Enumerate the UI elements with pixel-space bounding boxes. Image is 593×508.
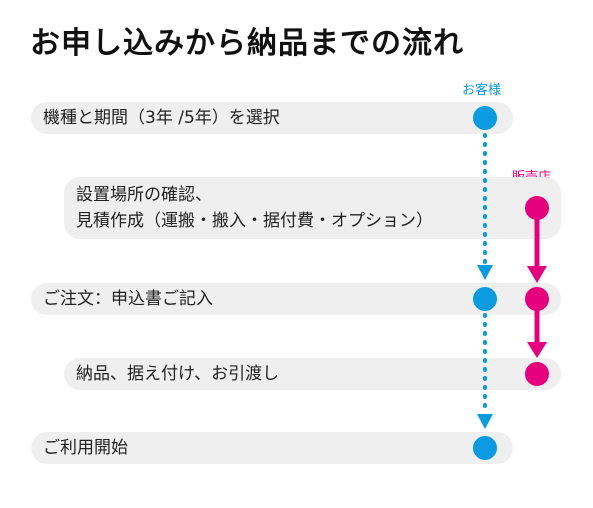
store-node xyxy=(525,196,549,220)
customer-node xyxy=(473,287,497,311)
step-start-use: ご利用開始 xyxy=(31,432,513,464)
store-arrow-down xyxy=(527,342,547,358)
customer-arrow-down xyxy=(477,265,493,280)
step-label: 見積作成（運搬・搬入・据付費・オプション） xyxy=(76,211,433,231)
store-node xyxy=(525,287,549,311)
customer-node xyxy=(473,106,497,130)
page-title: お申し込みから納品までの流れ xyxy=(30,26,464,61)
step-label: 納品、据え付け、お引渡し xyxy=(76,364,280,384)
customer-arrow-down xyxy=(477,414,493,429)
step-label: ご利用開始 xyxy=(43,438,128,458)
step-delivery: 納品、据え付け、お引渡し xyxy=(64,358,561,390)
customer-node xyxy=(473,436,497,460)
legend-customer: お客様 xyxy=(462,83,502,98)
step-site-check-quote: 設置場所の確認、 見積作成（運搬・搬入・据付費・オプション） xyxy=(64,177,561,239)
step-label: ご注文：申込書ご記入 xyxy=(43,289,213,309)
store-arrow-down xyxy=(527,266,547,283)
step-select-model: 機種と期間（3年 /5年）を選択 xyxy=(31,102,513,134)
store-node xyxy=(525,362,549,386)
step-label: 機種と期間（3年 /5年）を選択 xyxy=(43,108,280,128)
step-label: 設置場所の確認、 xyxy=(76,185,212,205)
step-order: ご注文：申込書ご記入 xyxy=(31,283,561,315)
